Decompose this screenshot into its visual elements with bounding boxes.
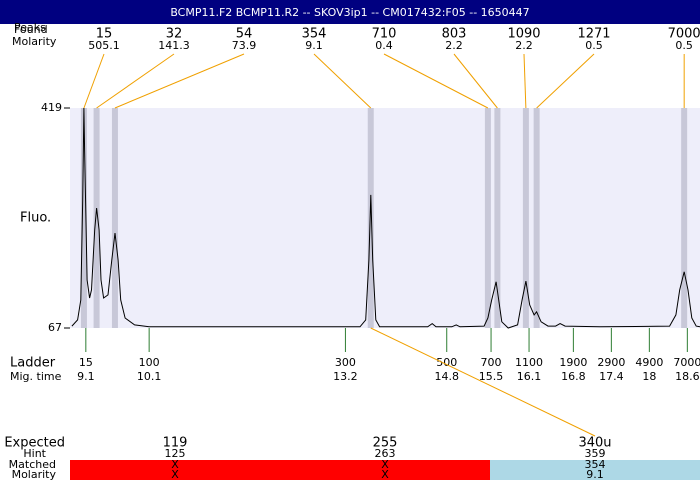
match-connector — [370, 327, 596, 437]
peak-connector — [313, 53, 372, 109]
peak-band — [681, 108, 688, 328]
peak-connector — [96, 53, 175, 109]
peak-band — [111, 108, 118, 328]
peak-size: 710 — [372, 27, 397, 42]
ladder-size: 500 — [436, 356, 457, 369]
peak-band — [367, 108, 374, 328]
matched: 354 — [585, 458, 606, 471]
molarity-label: Molarity — [12, 35, 57, 48]
ladder-time: 14.8 — [434, 370, 459, 383]
match-bar — [280, 460, 490, 480]
ladder-size: 300 — [335, 356, 356, 369]
peak-size: 7000 — [668, 27, 700, 42]
peaks-label: Peaks — [14, 21, 46, 34]
trace — [71, 107, 700, 329]
ladder-size: 4900 — [635, 356, 663, 369]
match-bar — [70, 460, 280, 480]
hint: 359 — [585, 447, 606, 460]
matched-label: Matched — [9, 458, 56, 471]
peak-connector — [383, 53, 489, 109]
y-axis-label: Fluo. — [20, 211, 51, 226]
matched-molarity: X — [381, 468, 389, 480]
peak-band — [80, 108, 87, 328]
ladder-size: 2900 — [597, 356, 625, 369]
peak-molarity: 0.5 — [585, 39, 603, 52]
hint-label: Hint — [23, 447, 46, 460]
peak-size: 354 — [302, 27, 327, 42]
peak-molarity: 505.1 — [88, 39, 120, 52]
peak-molarity: 2.2 — [445, 39, 463, 52]
peak-size: 15 — [96, 27, 113, 42]
peak-band — [533, 108, 540, 328]
ladder-size: 7000 — [673, 356, 700, 369]
peak-molarity: 0.5 — [675, 39, 693, 52]
peak-molarity: 9.1 — [305, 39, 323, 52]
peak-connector — [536, 53, 595, 109]
peak-connector — [523, 53, 527, 109]
ladder-time: 10.1 — [137, 370, 162, 383]
peak-size: 1271 — [577, 27, 610, 42]
peak-connector — [114, 53, 245, 109]
ladder-time: 16.8 — [561, 370, 586, 383]
ladder-label: Ladder — [10, 356, 56, 371]
peak-molarity: 0.4 — [375, 39, 393, 52]
peak-band — [494, 108, 501, 328]
found-label: Found — [14, 23, 48, 36]
expected-size: 340u — [578, 436, 611, 451]
hint: 125 — [165, 447, 186, 460]
expected-size: 119 — [163, 436, 188, 451]
peak-connector — [453, 53, 498, 109]
hint: 263 — [375, 447, 396, 460]
match-bar — [490, 460, 700, 480]
ladder-time: 18 — [642, 370, 656, 383]
molarity-row-label: Molarity — [12, 468, 57, 480]
ladder-time: 18.6 — [675, 370, 700, 383]
plot-area — [70, 108, 700, 328]
peak-connector — [83, 53, 105, 109]
ladder-time: 15.5 — [479, 370, 504, 383]
peak-band — [484, 108, 491, 328]
matched: X — [171, 458, 179, 471]
ladder-time: 13.2 — [333, 370, 358, 383]
peak-band — [522, 108, 529, 328]
ladder-size: 15 — [79, 356, 93, 369]
y-tick-label: 67 — [48, 321, 62, 334]
migtime-label: Mig. time — [10, 370, 62, 383]
y-tick-label: 419 — [41, 101, 62, 114]
ladder-size: 1100 — [515, 356, 543, 369]
peak-molarity: 141.3 — [158, 39, 190, 52]
ladder-size: 100 — [139, 356, 160, 369]
matched-molarity: 9.1 — [586, 468, 604, 480]
peak-molarity: 2.2 — [515, 39, 533, 52]
ladder-time: 9.1 — [77, 370, 95, 383]
ladder-size: 700 — [481, 356, 502, 369]
expected-size: 255 — [373, 436, 398, 451]
peak-molarity: 73.9 — [232, 39, 257, 52]
chart-title: BCMP11.F2 BCMP11.R2 -- SKOV3ip1 -- CM017… — [170, 6, 529, 19]
peak-band — [93, 108, 100, 328]
peak-size: 32 — [166, 27, 183, 42]
matched: X — [381, 458, 389, 471]
matched-molarity: X — [171, 468, 179, 480]
ladder-size: 1900 — [559, 356, 587, 369]
expected-label: Expected — [4, 436, 65, 451]
peak-size: 803 — [442, 27, 467, 42]
title-bar — [0, 0, 700, 24]
ladder-time: 16.1 — [517, 370, 542, 383]
peak-size: 1090 — [507, 27, 540, 42]
peak-size: 54 — [236, 27, 253, 42]
ladder-time: 17.4 — [599, 370, 624, 383]
